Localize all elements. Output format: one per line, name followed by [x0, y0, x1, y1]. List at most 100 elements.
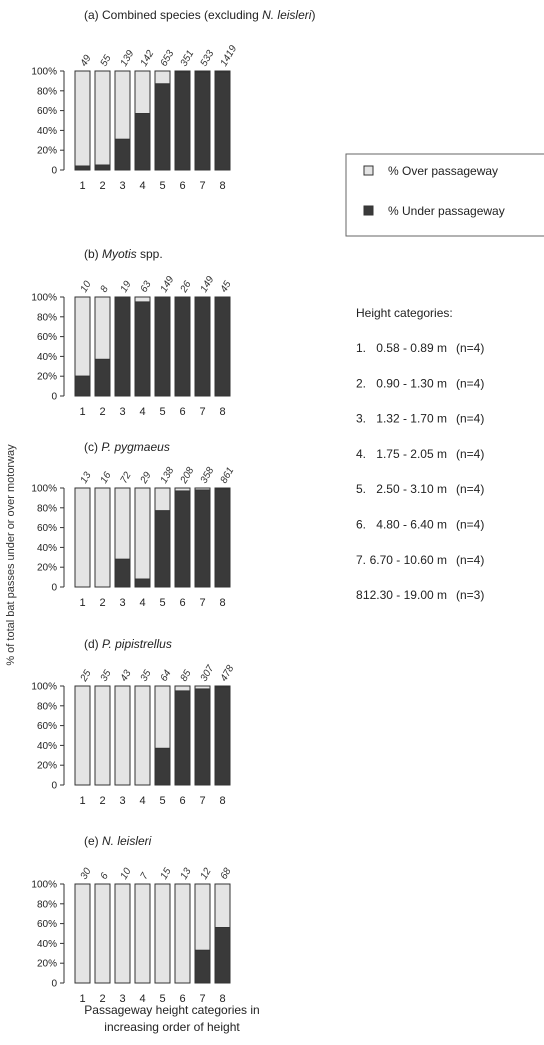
x-axis-label-line2: increasing order of height [104, 1020, 240, 1034]
bar-count-label: 13 [79, 470, 94, 486]
bar-over-segment [154, 883, 171, 984]
y-tick-label: 60% [37, 721, 57, 732]
bar-count-label: 10 [119, 866, 134, 882]
x-tick-label: 3 [119, 993, 125, 1005]
bar-over-segment [74, 70, 91, 167]
bar-count-label: 1419 [219, 43, 240, 68]
x-tick-label: 4 [139, 597, 145, 609]
x-tick-label: 4 [139, 795, 145, 807]
y-tick-label: 20% [37, 372, 57, 383]
x-tick-label: 2 [99, 993, 105, 1005]
bar-under-segment [154, 83, 171, 171]
x-tick-label: 8 [219, 795, 225, 807]
bar-under-segment [94, 164, 111, 171]
bar-count-label: 72 [119, 470, 134, 486]
bar-over-segment [74, 296, 91, 377]
y-tick-label: 0 [51, 166, 57, 177]
height-category-n: (n=4) [456, 518, 484, 532]
height-category-range: 0.58 - 0.89 m [376, 341, 447, 355]
y-tick-label: 80% [37, 899, 57, 910]
bar-under-segment [94, 358, 111, 397]
bar-count-label: 25 [78, 668, 94, 684]
bar-count-label: 351 [179, 49, 197, 69]
bar-over-segment [114, 685, 131, 786]
bar-count-label: 26 [178, 279, 194, 295]
height-category-number: 8. [356, 588, 366, 602]
height-category-number: 2. [356, 376, 366, 390]
x-tick-label: 7 [199, 180, 205, 192]
bar-count-label: 35 [99, 668, 114, 684]
bar-over-segment [114, 883, 131, 984]
bar-over-segment [114, 70, 131, 140]
y-tick-label: 0 [51, 781, 57, 792]
bar-over-segment [94, 296, 111, 360]
y-tick-label: 20% [37, 146, 57, 157]
y-tick-label: 40% [37, 741, 57, 752]
y-tick-label: 60% [37, 523, 57, 534]
bar-over-segment [134, 487, 151, 580]
x-tick-label: 1 [79, 597, 85, 609]
bar-under-segment [214, 488, 231, 588]
bar-over-segment [194, 883, 211, 951]
bar-over-segment [74, 487, 91, 588]
x-tick-label: 6 [179, 406, 185, 418]
y-tick-label: 80% [37, 86, 57, 97]
y-tick-label: 80% [37, 701, 57, 712]
bar-under-segment [154, 510, 171, 588]
height-categories-list: 1. 0.58 - 0.89 m (n=4) 2. 0.90 - 1.30 m (n=4)… [356, 341, 484, 602]
y-tick-label: 80% [37, 312, 57, 323]
height-category-n: (n=4) [456, 553, 484, 567]
bar-over-segment [94, 685, 111, 786]
bar-count-label: 208 [178, 465, 197, 486]
x-tick-label: 5 [159, 180, 165, 192]
y-tick-label: 40% [37, 939, 57, 950]
bar-count-label: 45 [219, 279, 234, 295]
bar-count-label: 85 [179, 668, 194, 684]
x-tick-label: 6 [179, 180, 185, 192]
bar-under-segment [194, 688, 211, 786]
bar-count-label: 12 [199, 866, 214, 882]
panel-title-italic: Myotis [102, 247, 137, 261]
x-tick-label: 6 [179, 795, 185, 807]
height-category-number: 4. [356, 447, 366, 461]
x-tick-label: 1 [79, 406, 85, 418]
x-tick-label: 1 [79, 180, 85, 192]
bar-under-segment [174, 690, 191, 786]
x-tick-label: 2 [99, 406, 105, 418]
x-tick-label: 1 [79, 795, 85, 807]
bar-over-segment [134, 296, 151, 303]
panel-title-suffix: spp. [137, 247, 163, 261]
bar-count-label: 15 [159, 866, 174, 882]
height-category-n: (n=4) [456, 412, 484, 426]
y-tick-label: 100% [31, 484, 57, 495]
y-tick-label: 60% [37, 919, 57, 930]
bar-count-label: 358 [199, 465, 217, 485]
x-tick-label: 7 [199, 597, 205, 609]
x-tick-label: 7 [199, 795, 205, 807]
x-tick-label: 4 [139, 406, 145, 418]
height-category-range: 1.75 - 2.05 m [376, 447, 447, 461]
bar-under-segment [194, 296, 211, 397]
x-tick-label: 5 [159, 993, 165, 1005]
y-tick-label: 40% [37, 126, 57, 137]
y-axis-label: % of total bat passes under or over moto… [5, 444, 17, 666]
y-tick-label: 60% [37, 106, 57, 117]
bar-over-segment [134, 685, 151, 786]
y-tick-label: 40% [37, 352, 57, 363]
height-category-range: 1.32 - 1.70 m [376, 412, 447, 426]
chart-panel: (e) N. leisleri 100% 80% 60% 40% 20% 0 1 30 2 6 3 10… [31, 834, 233, 1005]
bar-count-label: 653 [159, 48, 177, 68]
y-tick-label: 60% [37, 332, 57, 343]
x-tick-label: 2 [99, 795, 105, 807]
bar-over-segment [174, 685, 191, 692]
bar-under-segment [214, 686, 231, 786]
y-tick-label: 100% [31, 682, 57, 693]
bar-count-label: 35 [139, 668, 154, 684]
bar-count-label: 49 [79, 53, 94, 69]
bar-count-label: 6 [99, 871, 112, 882]
bar-count-label: 68 [219, 866, 234, 882]
bar-under-segment [74, 375, 91, 397]
bar-over-segment [114, 487, 131, 560]
y-tick-label: 100% [31, 880, 57, 891]
y-tick-label: 20% [37, 761, 57, 772]
